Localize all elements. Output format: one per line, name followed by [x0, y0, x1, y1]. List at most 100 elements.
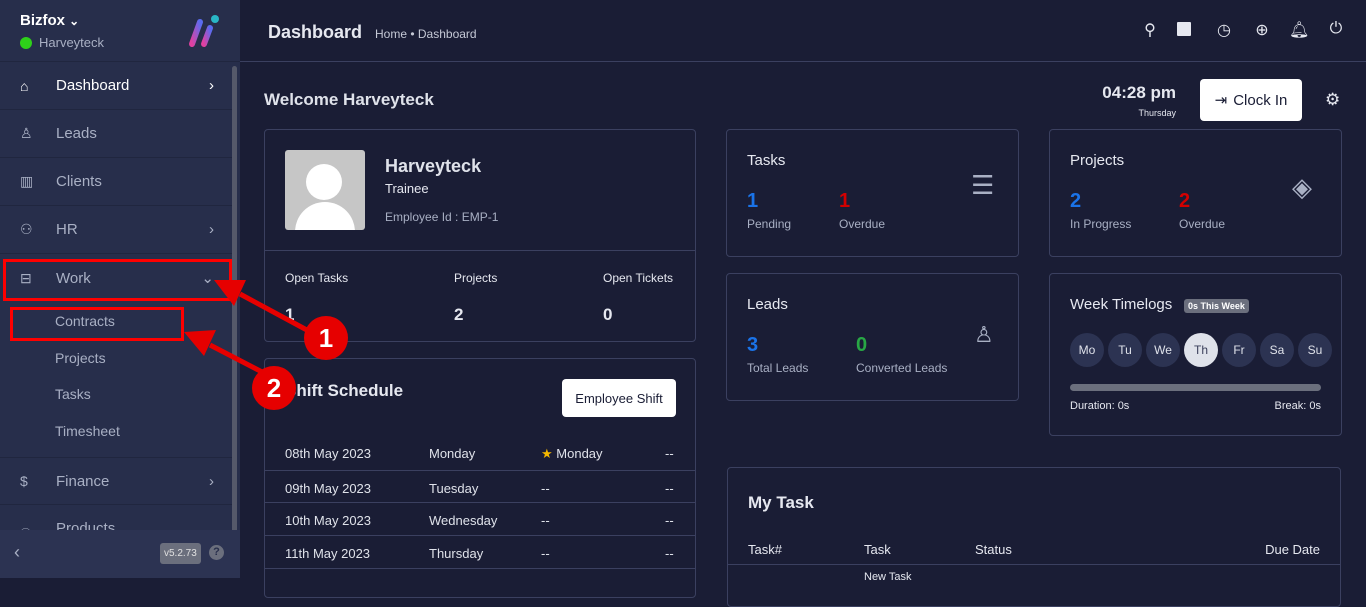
column-header-task: Task — [864, 542, 891, 557]
building-icon: ▥ — [20, 173, 34, 189]
break-text: Break: 0s — [1274, 400, 1321, 412]
converted-leads-label: Converted Leads — [856, 361, 948, 375]
day-fr[interactable]: Fr — [1222, 333, 1256, 367]
list-icon: ☰ — [971, 170, 995, 200]
power-icon[interactable]: ⏻ — [1329, 20, 1343, 37]
clock-in-button[interactable]: ⇥ Clock In — [1200, 79, 1302, 121]
star-icon: ★ — [541, 446, 553, 461]
collapse-sidebar-icon[interactable]: ‹ — [14, 542, 20, 562]
version-badge: v5.2.73 — [160, 543, 201, 564]
employee-shift-button[interactable]: Employee Shift — [562, 379, 676, 417]
sidebar-item-clients[interactable]: ▥ Clients — [0, 158, 232, 206]
timelog-progress-bar — [1070, 384, 1321, 391]
annotation-marker-1: 1 — [304, 316, 348, 360]
shift-schedule-card: Shift Schedule Employee Shift 08th May 2… — [264, 358, 696, 598]
open-tickets-label: Open Tickets — [603, 271, 674, 285]
sidebar-item-label: Clients — [56, 173, 102, 190]
total-leads-label: Total Leads — [747, 361, 809, 375]
projects-value[interactable]: 2 — [454, 305, 464, 324]
add-circle-icon[interactable]: ⊕ — [1255, 22, 1269, 39]
day-mo[interactable]: Mo — [1070, 333, 1104, 367]
chevron-down-icon: ⌄ — [201, 270, 214, 287]
user-status: Harveyteck — [20, 35, 104, 50]
sidebar-item-label: Leads — [56, 125, 97, 142]
duration-text: Duration: 0s — [1070, 400, 1130, 412]
converted-leads-count: 0 — [856, 334, 868, 356]
top-header: Dashboard Home • Dashboard ⚲ ◷ ⊕ 🔔︎ ⏻ — [240, 0, 1366, 62]
search-icon[interactable]: ⚲ — [1144, 22, 1156, 39]
breadcrumb[interactable]: Home • Dashboard — [375, 27, 477, 41]
clock-icon[interactable]: ◷ — [1217, 22, 1231, 39]
employee-id: Employee Id : EMP-1 — [385, 210, 499, 224]
column-header-task-number: Task# — [748, 542, 782, 557]
sidebar-subitem-projects[interactable]: Projects — [55, 350, 106, 366]
app-logo — [189, 15, 219, 47]
sidebar-item-leads[interactable]: ♙ Leads — [0, 110, 232, 158]
leads-title: Leads — [747, 296, 788, 313]
week-total-badge: 0s This Week — [1184, 299, 1249, 313]
task-link[interactable]: New Task — [864, 571, 912, 583]
annotation-box-contracts — [10, 307, 184, 341]
day-th-active[interactable]: Th — [1184, 333, 1218, 367]
total-leads-count: 3 — [747, 334, 759, 356]
sidebar: Bizfox ⌄ Harveyteck ⌂ Dashboard › ♙ Leads ▥… — [0, 0, 240, 578]
user-icon: ♙ — [974, 322, 994, 347]
online-dot — [20, 36, 32, 49]
chevron-right-icon: › — [209, 472, 214, 490]
settings-gear-icon[interactable]: ⚙ — [1325, 90, 1341, 109]
day-su[interactable]: Su — [1298, 333, 1332, 367]
sidebar-subitem-timesheet[interactable]: Timesheet — [55, 423, 120, 439]
table-row: 09th May 2023 Tuesday -- -- — [265, 470, 695, 503]
sidebar-subitem-tasks[interactable]: Tasks — [55, 386, 91, 402]
sign-in-icon: ⇥ — [1214, 92, 1228, 109]
open-tickets-value[interactable]: 0 — [603, 305, 613, 324]
sidebar-item-dashboard[interactable]: ⌂ Dashboard › — [0, 62, 232, 110]
chevron-right-icon: › — [209, 77, 214, 94]
pending-count: 1 — [747, 190, 759, 212]
tasks-card[interactable]: Tasks 1 Pending 1 Overdue ☰ — [726, 129, 1019, 257]
sidebar-item-label: Dashboard — [56, 77, 130, 94]
open-tasks-value[interactable]: 1 — [285, 305, 295, 324]
current-day: Thursday — [1138, 108, 1176, 118]
profile-role: Trainee — [385, 181, 429, 196]
day-we[interactable]: We — [1146, 333, 1180, 367]
leads-card[interactable]: Leads 3 Total Leads 0 Converted Leads ♙ — [726, 273, 1019, 401]
table-row: 08th May 2023 Monday ★ Monday -- — [285, 446, 674, 461]
sidebar-item-hr[interactable]: ⚇ HR › — [0, 206, 232, 254]
profile-card: Harveyteck Trainee Employee Id : EMP-1 O… — [264, 129, 696, 342]
profile-name: Harveyteck — [385, 156, 482, 176]
in-progress-label: In Progress — [1070, 217, 1132, 231]
home-icon: ⌂ — [20, 77, 29, 94]
users-icon: ⚇ — [20, 221, 33, 237]
projects-card[interactable]: Projects 2 In Progress 2 Overdue ◈ — [1049, 129, 1342, 257]
projects-overdue-label: Overdue — [1179, 217, 1226, 231]
chevron-down-icon: ⌄ — [69, 14, 80, 28]
sidebar-subitem-contracts[interactable]: Contracts — [55, 313, 115, 329]
table-row: 11th May 2023 Thursday -- -- — [265, 535, 695, 568]
chevron-right-icon: › — [209, 221, 214, 238]
day-tu[interactable]: Tu — [1108, 333, 1142, 367]
user-name: Harveyteck — [39, 35, 105, 50]
help-icon[interactable]: ? — [209, 545, 224, 560]
sidebar-footer: ‹ v5.2.73 ? — [0, 530, 240, 578]
sidebar-item-work[interactable]: ⊟ Work ⌄ — [0, 254, 232, 302]
sticky-note-icon[interactable] — [1177, 22, 1191, 36]
annotation-box-work — [3, 259, 232, 301]
overdue-label: Overdue — [839, 217, 886, 231]
bell-icon[interactable]: 🔔︎ — [1289, 22, 1310, 39]
page-title: Dashboard — [268, 22, 363, 42]
user-icon: ♙ — [20, 125, 33, 141]
clock-in-label: Clock In — [1233, 91, 1288, 109]
open-tasks-label: Open Tasks — [285, 271, 349, 285]
sidebar-item-finance[interactable]: $ Finance › — [0, 457, 232, 505]
company-switcher[interactable]: Bizfox ⌄ — [20, 12, 79, 29]
annotation-marker-2: 2 — [252, 366, 296, 410]
day-selector: Mo Tu We Th Fr Sa Su — [1070, 333, 1336, 367]
table-row — [265, 568, 695, 597]
sidebar-item-label: HR — [56, 221, 78, 238]
current-time: 04:28 pm — [1102, 83, 1176, 102]
sidebar-scrollbar[interactable] — [232, 66, 237, 536]
day-sa[interactable]: Sa — [1260, 333, 1294, 367]
welcome-heading: Welcome Harveyteck — [264, 90, 434, 109]
briefcase-icon: ⊟ — [20, 269, 32, 286]
